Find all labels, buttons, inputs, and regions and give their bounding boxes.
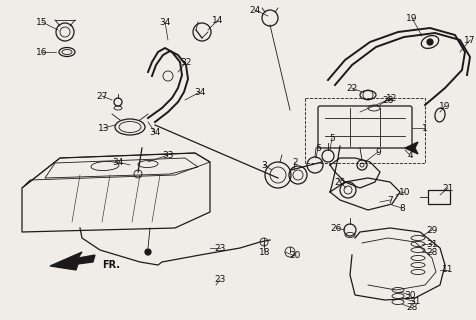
Text: 23: 23 xyxy=(214,244,226,252)
Text: 33: 33 xyxy=(162,150,174,159)
Text: 8: 8 xyxy=(399,204,405,212)
Text: 18: 18 xyxy=(259,247,271,257)
Text: 7: 7 xyxy=(387,196,393,204)
Text: 31: 31 xyxy=(426,239,438,249)
Text: FR.: FR. xyxy=(102,260,120,270)
Text: 21: 21 xyxy=(442,183,454,193)
Text: 20: 20 xyxy=(289,252,301,260)
Text: 9: 9 xyxy=(375,148,381,156)
Text: 25: 25 xyxy=(334,178,346,187)
Bar xyxy=(428,190,450,204)
Polygon shape xyxy=(405,142,418,154)
Text: 3: 3 xyxy=(261,161,267,170)
Text: 5: 5 xyxy=(329,133,335,142)
Text: 12: 12 xyxy=(387,93,397,102)
Polygon shape xyxy=(50,252,95,270)
Text: 24: 24 xyxy=(249,5,261,14)
Text: 28: 28 xyxy=(407,303,417,313)
Text: 31: 31 xyxy=(409,298,421,307)
Text: 10: 10 xyxy=(399,188,411,196)
Text: 27: 27 xyxy=(96,92,108,100)
Text: 29: 29 xyxy=(426,226,438,235)
Text: 28: 28 xyxy=(426,247,438,257)
Text: 22: 22 xyxy=(347,84,357,92)
Text: 19: 19 xyxy=(406,13,418,22)
Circle shape xyxy=(427,39,433,45)
Text: 32: 32 xyxy=(180,58,192,67)
Text: 19: 19 xyxy=(439,101,451,110)
Text: 4: 4 xyxy=(407,150,413,159)
Text: 30: 30 xyxy=(404,291,416,300)
Text: 28: 28 xyxy=(382,95,394,105)
Text: 23: 23 xyxy=(214,276,226,284)
Text: 17: 17 xyxy=(464,36,476,44)
Text: 26: 26 xyxy=(330,223,342,233)
Text: 1: 1 xyxy=(422,124,428,132)
Text: 15: 15 xyxy=(36,18,48,27)
Bar xyxy=(305,98,425,163)
Text: 34: 34 xyxy=(149,127,161,137)
Text: 34: 34 xyxy=(159,18,171,27)
Text: 11: 11 xyxy=(442,266,454,275)
Text: 13: 13 xyxy=(98,124,110,132)
Text: 34: 34 xyxy=(194,87,206,97)
Text: 34: 34 xyxy=(112,157,124,166)
Text: 2: 2 xyxy=(292,157,298,166)
Text: 6: 6 xyxy=(315,143,321,153)
Text: 16: 16 xyxy=(36,47,48,57)
Text: 14: 14 xyxy=(212,15,224,25)
Circle shape xyxy=(145,249,151,255)
